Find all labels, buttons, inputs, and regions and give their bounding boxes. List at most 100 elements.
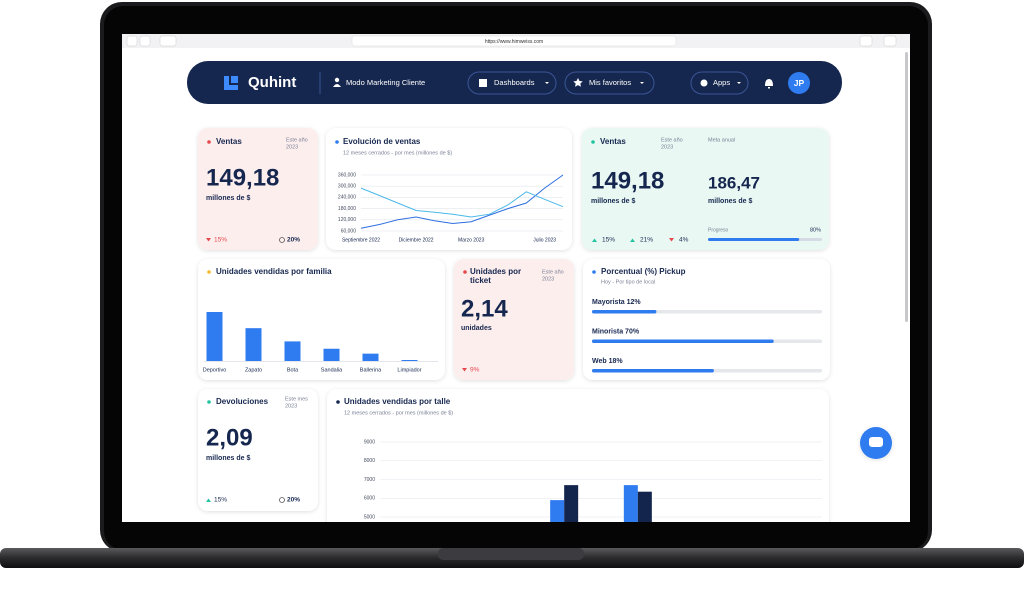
bar-chart: 5000 6000 7000 8000 9000 [364, 439, 822, 522]
kpi-unit: millones de $ [206, 455, 250, 462]
kpi-value: 149,18 [591, 167, 664, 194]
brand: Quhint [248, 74, 296, 91]
dot [207, 400, 211, 404]
menu-label: Mis favoritos [589, 78, 631, 87]
bar [637, 491, 652, 522]
y-tick-label: 8000 [364, 458, 375, 464]
change: 15% [214, 497, 227, 504]
bar [401, 360, 418, 361]
year: 2023 [661, 144, 673, 150]
user-icon [334, 77, 340, 83]
dashboard: Quhint Modo Marketing Cliente Dashboards… [187, 52, 908, 522]
x-tick-label: Deportivo [203, 367, 227, 373]
period: Este mes [285, 396, 308, 402]
card-title: Unidades por ticket [470, 267, 522, 285]
bar [550, 500, 565, 522]
bar [362, 353, 379, 361]
goal-value: 186,47 [708, 173, 760, 192]
star-icon [573, 78, 583, 87]
dot [207, 270, 211, 274]
kpi-unit: unidades [461, 325, 492, 332]
share: 20% [287, 237, 300, 244]
bar [323, 348, 340, 361]
period: Este año [286, 137, 308, 143]
y-tick-label: 120,000 [338, 217, 356, 223]
up-icon [592, 238, 597, 242]
x-tick-label: Julio 2023 [533, 237, 556, 243]
dot [335, 140, 339, 144]
up-icon [206, 498, 211, 502]
address-bar[interactable] [351, 35, 677, 47]
year: 2023 [286, 144, 298, 150]
stat: 4% [679, 237, 689, 244]
card-title: Ventas [216, 137, 242, 146]
pickup-bars: Mayorista 12% Minorista 70% Web 18% [592, 299, 822, 373]
card-title: Ventas [600, 137, 626, 146]
menu-label: Apps [713, 78, 730, 87]
progress-label: 80% [810, 227, 821, 233]
menu-dashboards[interactable] [467, 71, 557, 95]
item-label: Mayorista 12% [592, 299, 641, 306]
dot [463, 270, 467, 274]
change: 9% [470, 367, 480, 374]
x-tick-label: Limpiador [397, 367, 421, 373]
line-series [360, 174, 564, 229]
progress-title: Progreso [708, 227, 729, 233]
forward-button[interactable] [139, 35, 151, 47]
share-icon [279, 497, 285, 503]
x-tick-label: Septiembre 2022 [342, 237, 380, 243]
y-tick-label: 300,000 [338, 184, 356, 190]
profile[interactable]: Modo Marketing Cliente [346, 78, 425, 87]
bar-chart: Deportivo Zapato Bota Sandalia Ballerina Limp… [203, 312, 422, 373]
card-subtitle: Hoy - Por tipo de local [601, 279, 655, 285]
progress-fill [708, 238, 800, 241]
menu-favoritos[interactable] [564, 71, 655, 95]
card [327, 389, 829, 522]
back-button[interactable] [126, 35, 138, 47]
x-tick-label: Diciembre 2022 [399, 237, 434, 243]
x-tick-label: Bota [287, 367, 299, 373]
grid-icon [479, 79, 487, 87]
line-series [360, 187, 564, 218]
card-title: Unidades vendidas por talle [344, 397, 451, 406]
menu-apps[interactable] [690, 71, 749, 95]
sidebar-button[interactable] [159, 35, 177, 47]
item-label: Minorista 70% [592, 328, 640, 335]
card [454, 259, 574, 380]
down-icon [669, 238, 674, 242]
chat-icon [869, 437, 883, 447]
card-title: Devoluciones [216, 397, 269, 406]
x-tick-label: Zapato [245, 367, 262, 373]
bar [592, 310, 657, 314]
dot [207, 140, 211, 144]
stat: 15% [602, 237, 615, 244]
y-tick-label: 240,000 [338, 195, 356, 201]
menu-label: Dashboards [494, 78, 535, 87]
bar [564, 485, 579, 522]
avatar[interactable] [788, 72, 810, 94]
card [198, 259, 445, 380]
kpi-unit: millones de $ [206, 195, 250, 202]
avatar-initials: JP [794, 78, 805, 88]
kpi-unit: millones de $ [591, 198, 635, 205]
card [583, 259, 830, 380]
period: Este año [542, 269, 564, 275]
x-tick-label: Sandalia [321, 367, 343, 373]
y-tick-label: 180,000 [338, 206, 356, 212]
goal-title: Meta anual [708, 137, 735, 143]
card-title: Porcentual (%) Pickup [601, 267, 686, 276]
apps-icon [700, 79, 708, 87]
caret [545, 82, 549, 84]
card [198, 128, 318, 250]
card-title-box: Unidades por ticket [470, 267, 522, 285]
x-tick-label: Ballerina [360, 367, 382, 373]
card-title: Unidades vendidas por familia [216, 267, 332, 276]
tabs-button[interactable] [883, 35, 897, 47]
card [582, 128, 829, 250]
dot [592, 270, 596, 274]
share-button[interactable] [859, 35, 873, 47]
stat: 21% [640, 237, 653, 244]
bell-icon[interactable] [765, 79, 773, 89]
url: https://www.himweiss.com [485, 39, 543, 45]
dot [591, 140, 595, 144]
